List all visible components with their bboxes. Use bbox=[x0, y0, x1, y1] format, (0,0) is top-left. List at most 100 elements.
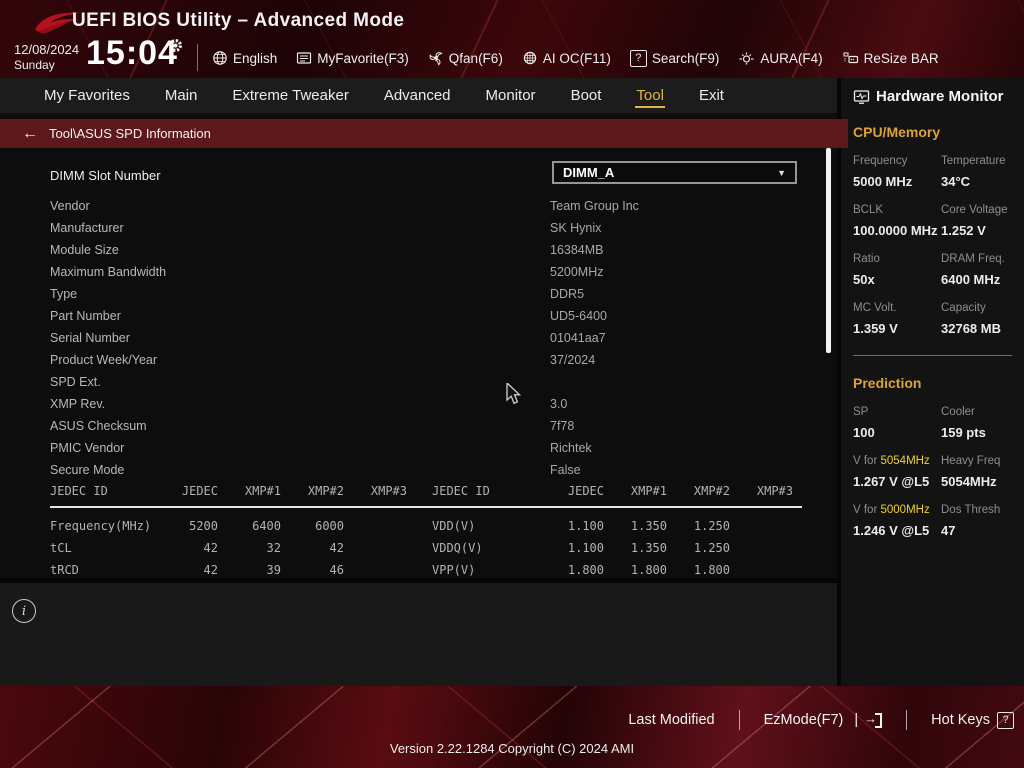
hm-row-mcvolt-capacity: MC Volt. 1.359 V Capacity 32768 MB bbox=[853, 302, 1001, 336]
myfavorite-icon bbox=[297, 52, 312, 64]
spd-field-list: DIMM Slot Number Vendor Team Group Inc M… bbox=[50, 163, 810, 481]
qfan-label: Qfan(F6) bbox=[448, 50, 503, 66]
tab-extreme-tweaker[interactable]: Extreme Tweaker bbox=[232, 87, 349, 104]
hardware-monitor-sidebar: Hardware Monitor CPU/Memory Frequency 50… bbox=[841, 78, 1024, 686]
table-header-row: JEDEC ID JEDEC XMP#1 XMP#2 XMP#3 JEDEC I… bbox=[50, 484, 793, 498]
aura-label: AURA(F4) bbox=[760, 50, 823, 66]
hm-row-frequency-temperature: Frequency 5000 MHz Temperature 34°C bbox=[853, 155, 1006, 189]
hardware-monitor-title: Hardware Monitor bbox=[876, 88, 1004, 105]
spd-row-type: Type DDR5 bbox=[50, 287, 585, 301]
hm-row-vfor5000-dosthresh: V for 5000MHz 1.246 V @L5 Dos Thresh 47 bbox=[853, 504, 1001, 538]
sidebar-divider bbox=[853, 355, 1012, 356]
search-button[interactable]: ? Search(F9) bbox=[629, 49, 720, 67]
language-label: English bbox=[233, 50, 278, 66]
myfavorite-label: MyFavorite(F3) bbox=[317, 50, 409, 66]
search-icon: ? bbox=[629, 49, 647, 67]
hm-row-vfor5054-heavyfreq: V for 5054MHz 1.267 V @L5 Heavy Freq 505… bbox=[853, 455, 1001, 489]
ai-oc-button[interactable]: AI OC(F11) bbox=[522, 50, 611, 66]
table-row: Frequency(MHz) 5200 6400 6000 VDD(V) 1.1… bbox=[50, 519, 730, 533]
aura-icon bbox=[739, 52, 754, 65]
table-row: tRCD 42 39 46 VPP(V) 1.800 1.800 1.800 bbox=[50, 563, 730, 577]
quick-toolbar: English MyFavorite(F3) Qfan(F6) bbox=[212, 44, 939, 72]
spd-row-max-bandwidth: Maximum Bandwidth 5200MHz bbox=[50, 265, 604, 279]
spd-row-product-week-year: Product Week/Year 37/2024 bbox=[50, 353, 596, 367]
ezmode-button[interactable]: EzMode(F7) | → bbox=[764, 711, 883, 728]
monitor-icon bbox=[853, 89, 870, 104]
question-mark-icon: ? bbox=[997, 711, 1014, 729]
hm-row-ratio-dramfreq: Ratio 50x DRAM Freq. 6400 MHz bbox=[853, 253, 1005, 287]
ai-oc-icon bbox=[523, 51, 537, 65]
date-text: 12/08/2024 bbox=[14, 42, 80, 57]
mouse-cursor bbox=[506, 383, 522, 405]
top-header-bar: UEFI BIOS Utility – Advanced Mode 12/08/… bbox=[0, 0, 1024, 78]
search-label: Search(F9) bbox=[651, 50, 720, 66]
spd-row-serial-number: Serial Number 01041aa7 bbox=[50, 331, 606, 345]
hot-keys-button[interactable]: Hot Keys ? bbox=[931, 711, 1014, 729]
tab-main[interactable]: Main bbox=[164, 87, 198, 104]
table-header-divider bbox=[50, 506, 802, 508]
resize-bar-icon bbox=[843, 52, 858, 64]
cpu-memory-section-title: CPU/Memory bbox=[853, 124, 941, 140]
ezmode-enter-icon: → bbox=[864, 711, 883, 728]
help-description-panel: i bbox=[0, 583, 837, 686]
qfan-icon bbox=[429, 52, 443, 66]
spd-row-asus-checksum: ASUS Checksum 7f78 bbox=[50, 419, 575, 433]
hm-row-sp-cooler: SP 100 Cooler 159 pts bbox=[853, 406, 986, 440]
language-button[interactable]: English bbox=[212, 50, 277, 66]
header-separator bbox=[197, 44, 198, 71]
tab-advanced[interactable]: Advanced bbox=[383, 87, 451, 104]
spd-row-pmic-vendor: PMIC Vendor Richtek bbox=[50, 441, 592, 455]
tab-tool[interactable]: Tool bbox=[635, 83, 665, 108]
footer-separator bbox=[906, 710, 908, 730]
highlight-freq: 5054MHz bbox=[880, 455, 930, 467]
back-arrow-icon[interactable]: ← bbox=[22, 124, 38, 142]
resize-bar-label: ReSize BAR bbox=[863, 50, 939, 66]
aura-button[interactable]: AURA(F4) bbox=[738, 50, 823, 66]
dimm-slot-value: DIMM_A bbox=[563, 165, 615, 180]
info-icon: i bbox=[12, 599, 36, 623]
hm-row-bclk-corevoltage: BCLK 100.0000 MHz Core Voltage 1.252 V bbox=[853, 204, 1008, 238]
tab-monitor[interactable]: Monitor bbox=[485, 87, 536, 104]
spd-row-part-number: Part Number UD5-6400 bbox=[50, 309, 607, 323]
tab-boot[interactable]: Boot bbox=[570, 87, 602, 104]
bios-version-text: Version 2.22.1284 Copyright (C) 2024 AMI bbox=[389, 741, 635, 756]
footer-actions: Last Modified EzMode(F7) | → Hot Keys ? bbox=[628, 710, 1014, 730]
day-text: Sunday bbox=[14, 58, 55, 73]
highlight-freq: 5000MHz bbox=[880, 504, 930, 516]
dimm-slot-dropdown[interactable]: DIMM_A ▼ bbox=[552, 161, 797, 184]
table-row: tCL 42 32 42 VDDQ(V) 1.100 1.350 1.250 bbox=[50, 541, 730, 555]
hardware-monitor-title-row: Hardware Monitor bbox=[853, 88, 1016, 105]
clock-settings-gear-icon[interactable] bbox=[168, 38, 183, 53]
spd-row-secure-mode: Secure Mode False bbox=[50, 463, 581, 477]
globe-icon bbox=[213, 51, 227, 65]
last-modified-button[interactable]: Last Modified bbox=[628, 712, 715, 728]
content-scrollbar[interactable] bbox=[826, 148, 831, 353]
dimm-slot-label: DIMM Slot Number bbox=[50, 167, 161, 183]
spd-row-xmp-rev: XMP Rev. 3.0 bbox=[50, 397, 568, 411]
clock-time: 15:04 bbox=[86, 34, 178, 72]
chevron-down-icon: ▼ bbox=[777, 167, 786, 178]
date-block: 12/08/2024 Sunday bbox=[14, 42, 79, 73]
qfan-button[interactable]: Qfan(F6) bbox=[428, 50, 503, 66]
ezmode-icon: | bbox=[854, 712, 859, 728]
myfavorite-button[interactable]: MyFavorite(F3) bbox=[296, 50, 409, 66]
footer-separator bbox=[738, 710, 740, 730]
spd-row-manufacturer: Manufacturer SK Hynix bbox=[50, 221, 602, 235]
jedec-timing-table: JEDEC ID JEDEC XMP#1 XMP#2 XMP#3 JEDEC I… bbox=[50, 481, 802, 578]
footer-bar: Last Modified EzMode(F7) | → Hot Keys ? Ve… bbox=[0, 686, 1024, 768]
breadcrumb: ← Tool\ASUS SPD Information bbox=[0, 119, 848, 148]
breadcrumb-label: Tool\ASUS SPD Information bbox=[49, 126, 211, 141]
spd-row-module-size: Module Size 16384MB bbox=[50, 243, 604, 257]
resize-bar-button[interactable]: ReSize BAR bbox=[842, 50, 939, 66]
rog-logo-icon bbox=[35, 12, 81, 34]
spd-row-vendor: Vendor Team Group Inc bbox=[50, 199, 639, 213]
app-title: UEFI BIOS Utility – Advanced Mode bbox=[72, 10, 405, 31]
ai-oc-label: AI OC(F11) bbox=[542, 50, 611, 66]
tab-exit[interactable]: Exit bbox=[698, 87, 724, 104]
spd-row-spd-ext: SPD Ext. bbox=[50, 375, 101, 389]
spd-info-panel: DIMM Slot Number Vendor Team Group Inc M… bbox=[0, 113, 837, 578]
tab-my-favorites[interactable]: My Favorites bbox=[44, 87, 130, 104]
main-menu-bar: My Favorites Main Extreme Tweaker Advanc… bbox=[0, 78, 837, 113]
dimm-slot-row: DIMM Slot Number bbox=[50, 163, 810, 187]
